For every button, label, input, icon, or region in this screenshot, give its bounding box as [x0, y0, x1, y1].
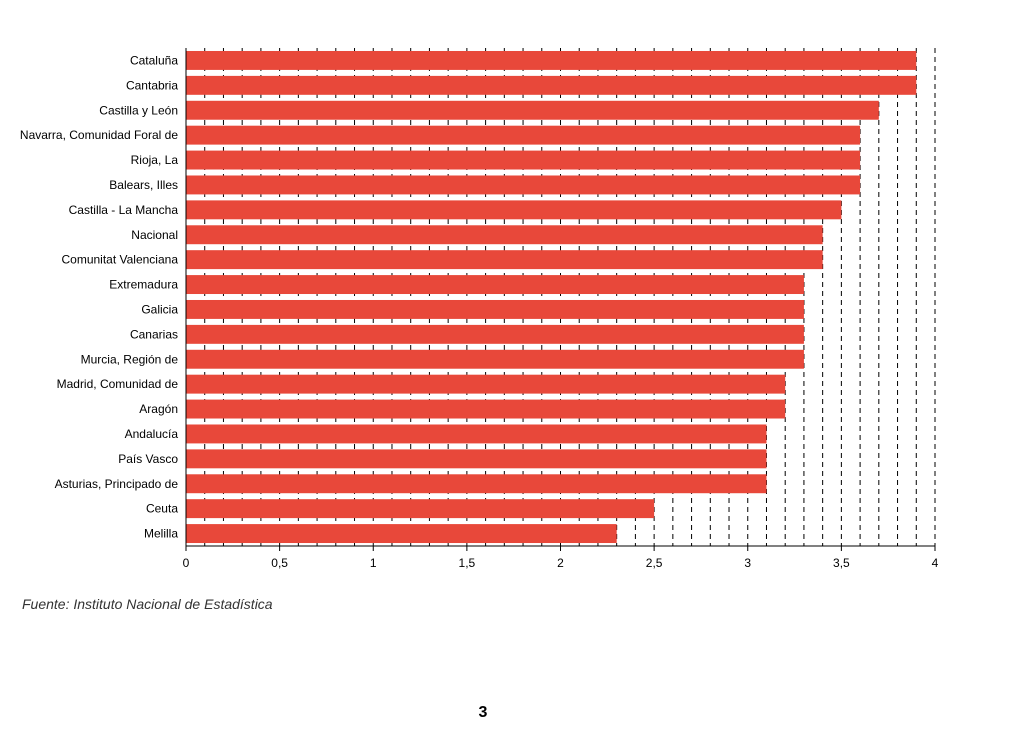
- category-label: Canarias: [130, 327, 178, 341]
- category-label: Cantabria: [126, 78, 178, 92]
- x-tick-label: 3,5: [833, 556, 850, 570]
- x-tick-label: 2,5: [646, 556, 663, 570]
- bar: [186, 250, 823, 270]
- category-label: Castilla - La Mancha: [69, 203, 179, 217]
- bar: [186, 324, 804, 344]
- bar: [186, 150, 861, 170]
- category-label: Madrid, Comunidad de: [57, 377, 179, 391]
- bar: [186, 225, 823, 245]
- category-label: Melilla: [144, 527, 178, 541]
- x-tick-labels: 0 0,5 1 1,5 2 2,5 3 3,5 4: [183, 556, 939, 570]
- gridlines: [204, 48, 936, 546]
- category-label: Rioja, La: [131, 153, 179, 167]
- x-tick-label: 0,5: [271, 556, 288, 570]
- bar: [186, 200, 842, 220]
- bar: [186, 449, 767, 469]
- x-tick-label: 0: [183, 556, 190, 570]
- category-label: Balears, Illes: [109, 178, 178, 192]
- bar: [186, 75, 917, 95]
- x-tick-label: 3: [744, 556, 751, 570]
- category-label: Galicia: [141, 302, 178, 316]
- bar: [186, 175, 861, 195]
- category-label: Cataluña: [130, 53, 178, 67]
- category-labels: Cataluña Cantabria Castilla y León Navarra,…: [20, 53, 178, 540]
- bar: [186, 125, 861, 145]
- bar: [186, 424, 767, 444]
- category-label: Navarra, Comunidad Foral de: [20, 128, 178, 142]
- x-tick-label: 1,5: [459, 556, 476, 570]
- bar: [186, 474, 767, 494]
- x-tick-label: 2: [557, 556, 564, 570]
- bar: [186, 299, 804, 319]
- bar: [186, 374, 786, 394]
- category-label: Asturias, Principado de: [55, 477, 179, 491]
- x-tick-label: 4: [932, 556, 939, 570]
- category-label: Castilla y León: [99, 103, 178, 117]
- bar: [186, 499, 655, 519]
- bar: [186, 275, 804, 295]
- category-label: Extremadura: [109, 278, 178, 292]
- x-tick-label: 1: [370, 556, 377, 570]
- bars: [186, 50, 917, 544]
- page-number: 3: [478, 704, 488, 721]
- bar: [186, 399, 786, 419]
- category-label: Aragón: [139, 402, 178, 416]
- bar: [186, 349, 804, 369]
- bar: [186, 524, 617, 544]
- axes: [185, 48, 936, 551]
- bar: [186, 100, 879, 120]
- category-label: Andalucía: [125, 427, 179, 441]
- category-label: País Vasco: [118, 452, 178, 466]
- bar: [186, 50, 917, 70]
- source-note: Fuente: Instituto Nacional de Estadístic…: [22, 596, 273, 612]
- category-label: Comunitat Valenciana: [61, 253, 178, 267]
- category-label: Murcia, Región de: [81, 352, 179, 366]
- category-label: Ceuta: [146, 502, 178, 516]
- category-label: Nacional: [131, 228, 178, 242]
